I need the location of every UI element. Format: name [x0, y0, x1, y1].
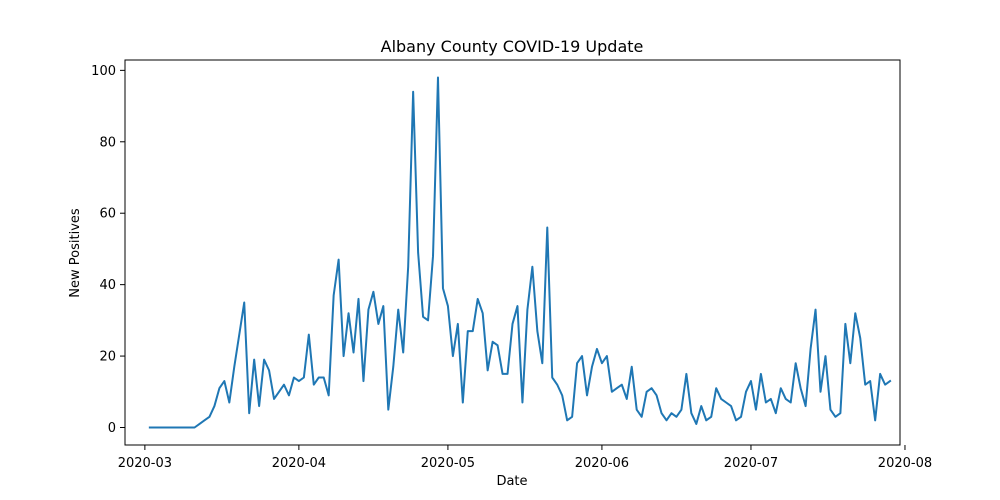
x-axis: 2020-03 2020-04 2020-05 2020-06 2020-07 2020-… — [118, 445, 932, 471]
y-tick-label: 100 — [91, 64, 116, 79]
x-axis-label: Date — [496, 474, 527, 489]
x-tick-label: 2020-03 — [118, 456, 172, 471]
chart-title: Albany County COVID-19 Update — [381, 37, 644, 56]
x-tick-label: 2020-04 — [272, 456, 326, 471]
y-tick-label: 80 — [99, 135, 116, 150]
axes-frame — [124, 59, 901, 446]
x-tick-label: 2020-05 — [421, 456, 475, 471]
y-tick-label: 0 — [108, 421, 116, 436]
y-tick-label: 60 — [99, 207, 116, 222]
y-tick-label: 40 — [99, 278, 116, 293]
x-tick-label: 2020-06 — [575, 456, 629, 471]
series-line-0 — [148, 76, 892, 429]
x-tick-label: 2020-08 — [878, 456, 932, 471]
x-tick-label: 2020-07 — [724, 456, 778, 471]
plot-area — [124, 59, 901, 446]
y-axis-label: New Positives — [68, 208, 83, 298]
y-axis: 0 20 40 60 80 100 — [91, 64, 125, 436]
y-tick-label: 20 — [99, 350, 116, 365]
